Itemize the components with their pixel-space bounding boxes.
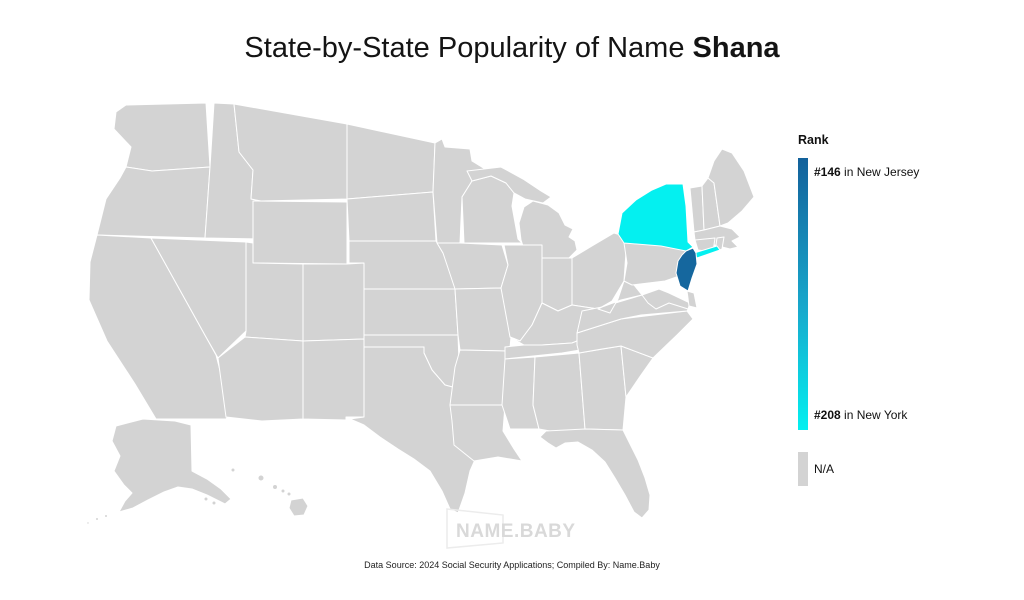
legend-min-rank: #208 xyxy=(814,408,841,422)
state-hawaii xyxy=(257,474,265,482)
state-north-carolina xyxy=(576,310,694,359)
aleutian-island-icon xyxy=(95,517,99,521)
state-michigan-lower xyxy=(518,200,578,259)
state-new-mexico xyxy=(302,338,365,421)
page-title: State-by-State Popularity of Name Shana xyxy=(0,33,1024,63)
state-arizona xyxy=(217,336,304,422)
title-name: Shana xyxy=(692,32,780,64)
state-north-dakota xyxy=(346,123,436,200)
state-hawaii xyxy=(272,484,278,490)
state-delaware xyxy=(686,290,698,309)
legend-title: Rank xyxy=(798,133,829,147)
state-washington xyxy=(113,102,211,172)
alaska-panhandle-island-icon xyxy=(211,500,217,506)
legend-max-suffix: in New Jersey xyxy=(840,165,920,179)
state-south-dakota xyxy=(346,191,437,242)
state-maryland xyxy=(641,288,691,310)
state-arkansas xyxy=(449,349,508,406)
na-swatch xyxy=(798,452,808,486)
state-florida xyxy=(539,428,651,519)
state-nebraska xyxy=(348,240,456,290)
state-hawaii xyxy=(230,467,236,473)
aleutian-island-icon xyxy=(86,521,90,525)
rank-scale-gradient xyxy=(798,158,808,430)
watermark-frame xyxy=(446,508,504,549)
state-nevada xyxy=(150,237,247,359)
state-georgia xyxy=(578,345,627,431)
state-kansas xyxy=(363,288,459,336)
watermark-text: NAME.BABY xyxy=(456,521,576,542)
state-new-jersey xyxy=(675,247,698,292)
state-alaska xyxy=(111,418,232,513)
state-louisiana xyxy=(449,404,523,462)
legend-min-label: #208 in New York xyxy=(814,408,907,422)
state-hawaii-big-island xyxy=(288,497,309,517)
state-maine xyxy=(707,148,755,227)
state-new-york xyxy=(617,183,694,252)
state-oregon xyxy=(96,166,211,239)
legend-max-rank: #146 xyxy=(814,165,841,179)
aleutian-island-icon xyxy=(104,514,108,518)
state-hawaii xyxy=(280,488,286,494)
watermark: NAME.BABY xyxy=(446,508,576,549)
state-hawaii xyxy=(286,491,292,497)
state-colorado xyxy=(302,262,365,342)
map-border-layer xyxy=(86,102,755,525)
na-label: N/A xyxy=(814,462,835,476)
legend-min-suffix: in New York xyxy=(840,408,908,422)
footer-note: Data Source: 2024 Social Security Applic… xyxy=(364,560,660,570)
alaska-panhandle-island-icon xyxy=(203,496,209,502)
map-states-layer xyxy=(86,102,755,525)
legend-max-label: #146 in New Jersey xyxy=(814,165,919,179)
state-wyoming xyxy=(252,200,348,265)
state-alabama xyxy=(532,352,586,436)
title-prefix: State-by-State Popularity of Name xyxy=(244,32,685,64)
state-indiana xyxy=(541,257,573,312)
